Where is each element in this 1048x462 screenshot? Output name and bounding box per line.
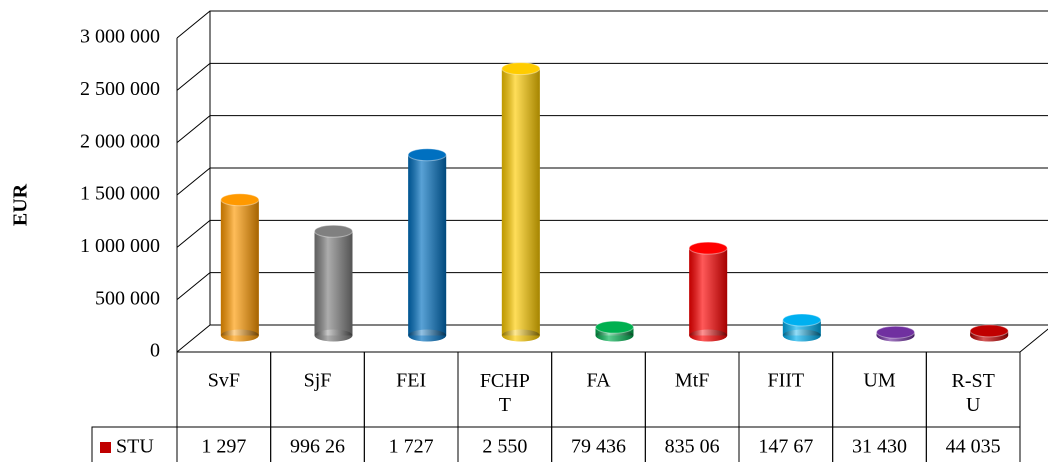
grid-line <box>176 167 1048 196</box>
bar-shade <box>501 68 540 336</box>
bar-shade <box>689 248 728 336</box>
bar-top <box>688 241 728 255</box>
bar-bottom-shade <box>595 329 634 342</box>
bar-top <box>314 224 353 238</box>
bar-top <box>407 148 447 162</box>
value-label: 2 550 <box>482 436 527 458</box>
value-label: 1 727 <box>389 436 434 458</box>
x-tick-label: MtF <box>675 370 709 392</box>
bar-bottom-shade <box>314 329 353 342</box>
x-tick-label-line: FCHP <box>480 370 530 392</box>
table-cell <box>925 426 1021 462</box>
bar-top <box>220 193 260 207</box>
bar-shade <box>220 199 259 336</box>
y-axis-title: EUR <box>10 183 32 226</box>
x-tick-label: SjF <box>304 370 332 392</box>
x-tick-label: FIIT <box>767 370 804 392</box>
y-tick-label: 0 <box>150 340 160 362</box>
value-label: 996 26 <box>290 436 345 458</box>
table-cell <box>91 426 178 462</box>
value-label: 31 430 <box>852 436 907 458</box>
bar-bottom-shade <box>689 329 728 342</box>
y-tick-label: 2 500 000 <box>80 78 160 100</box>
x-tick-label: FEI <box>396 370 426 392</box>
grid-line <box>176 115 1048 144</box>
value-label: 147 67 <box>758 436 813 458</box>
bar-top <box>782 313 822 327</box>
x-tick-label-line: T <box>499 394 511 416</box>
value-label: 79 436 <box>571 436 626 458</box>
bar-bottom-shade <box>220 329 259 342</box>
y-tick-label: 3 000 000 <box>80 26 160 48</box>
x-tick-label-line: U <box>966 394 981 416</box>
y-tick-label: 1 000 000 <box>80 235 160 257</box>
grid-line <box>176 10 1048 39</box>
x-tick-label: R-ST U <box>951 370 994 416</box>
bar-top <box>595 320 634 334</box>
grid-line <box>176 272 1048 301</box>
y-tick-label: 2 000 000 <box>80 130 160 152</box>
bar-bottom-shade <box>501 329 540 342</box>
y-tick-label: 500 000 <box>95 287 160 309</box>
value-label: 835 06 <box>665 436 720 458</box>
bar-top <box>876 325 915 339</box>
x-tick-label: FCHP T <box>480 370 530 416</box>
floor-edge <box>1019 328 1048 353</box>
y-tick-label: 1 500 000 <box>80 183 160 205</box>
bar-top <box>501 62 541 76</box>
bar-top <box>969 324 1009 338</box>
value-label: 44 035 <box>946 436 1001 458</box>
legend-swatch <box>100 442 111 453</box>
x-tick-label: SvF <box>208 370 240 392</box>
grid-line <box>176 219 1048 248</box>
bar-shade <box>408 154 447 336</box>
x-tick-label: UM <box>863 370 895 392</box>
bar-shade <box>314 231 353 336</box>
grid-line <box>176 324 1048 353</box>
bar-bottom-shade <box>408 329 447 342</box>
x-tick-label: FA <box>586 370 611 392</box>
grid-line <box>176 62 1048 91</box>
legend-label: STU <box>116 436 154 458</box>
bar-bottom-shade <box>782 329 821 342</box>
x-tick-label-line: R-ST <box>951 370 994 392</box>
value-label: 1 297 <box>201 436 246 458</box>
